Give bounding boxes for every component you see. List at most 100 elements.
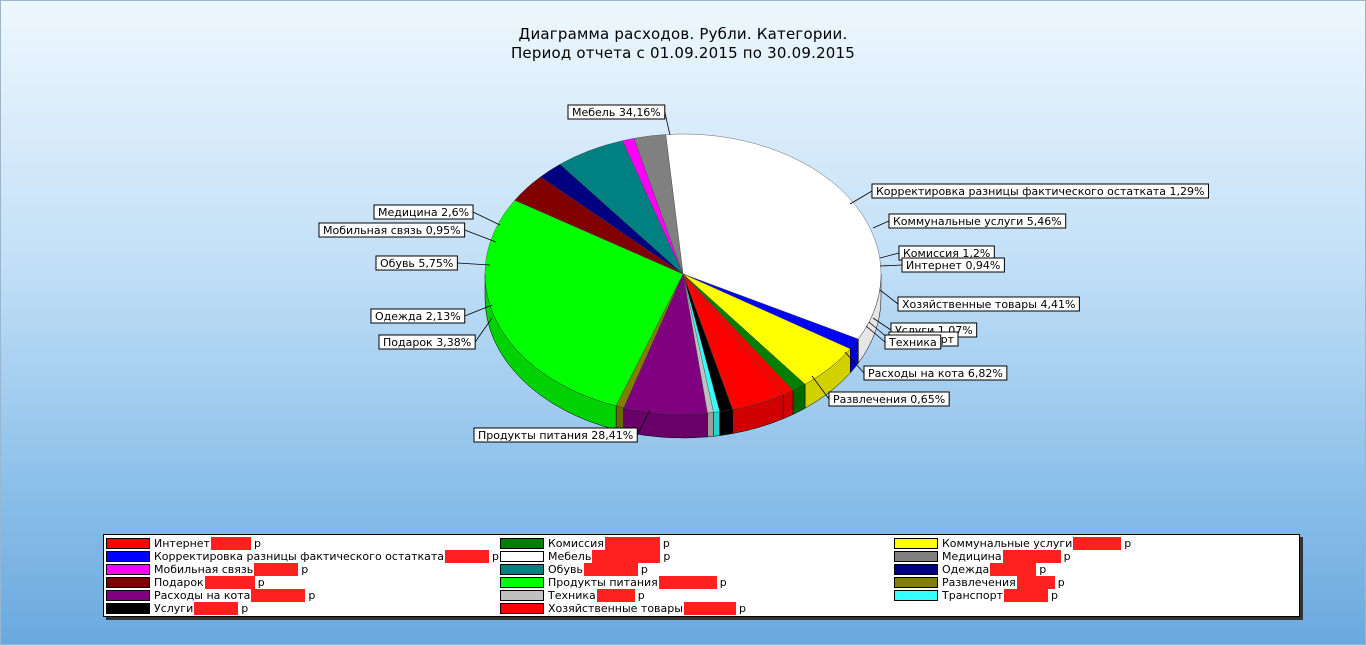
legend-swatch	[106, 577, 150, 588]
legend-currency: р	[253, 537, 261, 550]
slice-label-медицина: Медицина 2,6%	[378, 206, 469, 219]
leader-line-интернет	[879, 264, 903, 267]
chart-legend: Интернет р Комиссия р Коммунальные услуги р Ко…	[103, 534, 1300, 617]
legend-currency: р	[637, 589, 645, 602]
legend-currency: р	[1057, 576, 1065, 589]
leader-line-медицина	[472, 211, 501, 226]
pie-side-техника	[707, 412, 714, 438]
legend-currency: р	[1124, 537, 1132, 550]
label-box-интернет	[901, 257, 1005, 273]
redacted-amount	[1004, 589, 1048, 602]
leader-line-хозяйственные-товары	[879, 289, 899, 305]
label-box-медицина	[373, 204, 474, 220]
legend-swatch	[894, 564, 938, 575]
legend-swatch	[500, 538, 544, 549]
pie-side-услуги	[719, 409, 733, 436]
legend-currency: р	[301, 563, 309, 576]
legend-swatch	[500, 564, 544, 575]
slice-label-интернет: Интернет 0,94%	[906, 259, 1000, 272]
legend-swatch	[106, 538, 150, 549]
slice-label-развлечения: Развлечения 0,65%	[833, 393, 945, 406]
legend-label: Интернет	[154, 537, 210, 550]
slice-label-техника: Техника	[888, 336, 937, 349]
legend-swatch	[106, 590, 150, 601]
redacted-amount	[658, 576, 717, 589]
redacted-amount	[210, 537, 251, 550]
legend-currency: р	[1051, 589, 1058, 602]
redacted-amount	[445, 550, 490, 563]
pie-chart: Мебель 34,16% Корректировка разницы факти…	[318, 104, 1209, 443]
legend-currency: р	[662, 537, 670, 550]
leader-line-услуги	[872, 317, 892, 331]
leader-line-подарок	[474, 317, 493, 343]
label-box-мебель	[567, 104, 666, 120]
slice-label-расходы-на-кота: Расходы на кота 6,82%	[868, 367, 1003, 380]
slice-label-обувь: Обувь 5,75%	[380, 257, 453, 270]
slice-label-коммунальные-услуги: Коммунальные услуги 5,46%	[893, 215, 1062, 228]
legend-currency: р	[719, 576, 727, 589]
legend-currency: р	[492, 550, 500, 563]
pie-slice-медицина	[633, 134, 684, 275]
legend-label: Комиссия	[548, 537, 604, 550]
legend-label: Мобильная связь	[154, 563, 254, 576]
leader-line-корректировка-разницы-фактического-остатката	[849, 190, 873, 205]
legend-label: Развлечения	[942, 576, 1016, 589]
legend-swatch	[500, 590, 544, 601]
slice-label-комиссия: Комиссия 1,2%	[903, 247, 990, 260]
legend-currency: р	[1039, 563, 1047, 576]
slice-label-мобильная-связь: Мобильная связь 0,95%	[323, 224, 461, 237]
legend-swatch	[500, 551, 544, 562]
pie-slice-продукты-питания	[484, 199, 684, 406]
chart-title: Диаграмма расходов. Рубли. Категории.	[518, 25, 848, 43]
label-box-коммунальные-услуги	[888, 213, 1067, 229]
redacted-amount	[254, 563, 299, 576]
legend-label: Коммунальные услуги	[942, 537, 1073, 550]
legend-currency: р	[663, 550, 671, 563]
redacted-amount	[1016, 576, 1055, 589]
legend-currency: р	[241, 602, 249, 615]
legend-swatch	[894, 551, 938, 562]
slice-label-корректировка-разницы-фактического-остатката: Корректировка разницы фактического остат…	[876, 185, 1204, 198]
legend-label: Техника	[548, 589, 596, 602]
legend-label: Хозяйственные товары	[548, 602, 683, 615]
redacted-amount	[592, 550, 661, 563]
pie-side-интернет	[782, 390, 794, 420]
leader-line-продукты-питания	[636, 409, 651, 436]
leader-line-мобильная-связь	[464, 229, 497, 243]
pie-side-транспорт	[713, 411, 720, 437]
pie-slices	[484, 133, 882, 439]
redacted-amount	[1002, 550, 1061, 563]
slice-label-мебель: Мебель 34,16%	[572, 106, 661, 119]
legend-swatch	[106, 603, 150, 614]
legend-swatch	[106, 564, 150, 575]
label-box-расходы-на-кота	[863, 365, 1008, 381]
redacted-amount	[583, 563, 638, 576]
slice-label-подарок: Подарок 3,38%	[383, 336, 471, 349]
legend-swatch	[500, 577, 544, 588]
legend-currency: р	[640, 563, 648, 576]
slice-label-одежда: Одежда 2,13%	[375, 310, 461, 323]
legend-currency: р	[308, 589, 316, 602]
legend-swatch	[894, 538, 938, 549]
leader-line-расходы-на-кота	[844, 351, 865, 374]
chart-subtitle: Период отчета с 01.09.2015 по 30.09.2015	[510, 44, 856, 62]
leader-line-техника	[865, 325, 886, 343]
legend-label: Одежда	[942, 563, 990, 576]
label-box-хозяйственные-товары	[897, 296, 1080, 312]
leader-line-коммунальные-услуги	[872, 220, 890, 229]
leader-line-обувь	[457, 262, 491, 266]
legend-swatch	[106, 551, 150, 562]
legend-label: Продукты питания	[548, 576, 658, 589]
label-box-обувь	[375, 255, 458, 271]
redacted-amount	[1073, 537, 1122, 550]
label-box-одежда	[370, 308, 466, 324]
legend-swatch	[894, 590, 938, 601]
legend-label: Расходы на кота	[154, 589, 251, 602]
legend-label: Корректировка разницы фактического остат…	[154, 550, 445, 563]
legend-label: Медицина	[942, 550, 1002, 563]
label-box-развлечения	[828, 391, 950, 407]
leader-line-мебель	[664, 111, 671, 136]
legend-currency: р	[1063, 550, 1071, 563]
legend-currency: р	[738, 602, 746, 615]
pie-slice-мебель	[665, 133, 882, 340]
